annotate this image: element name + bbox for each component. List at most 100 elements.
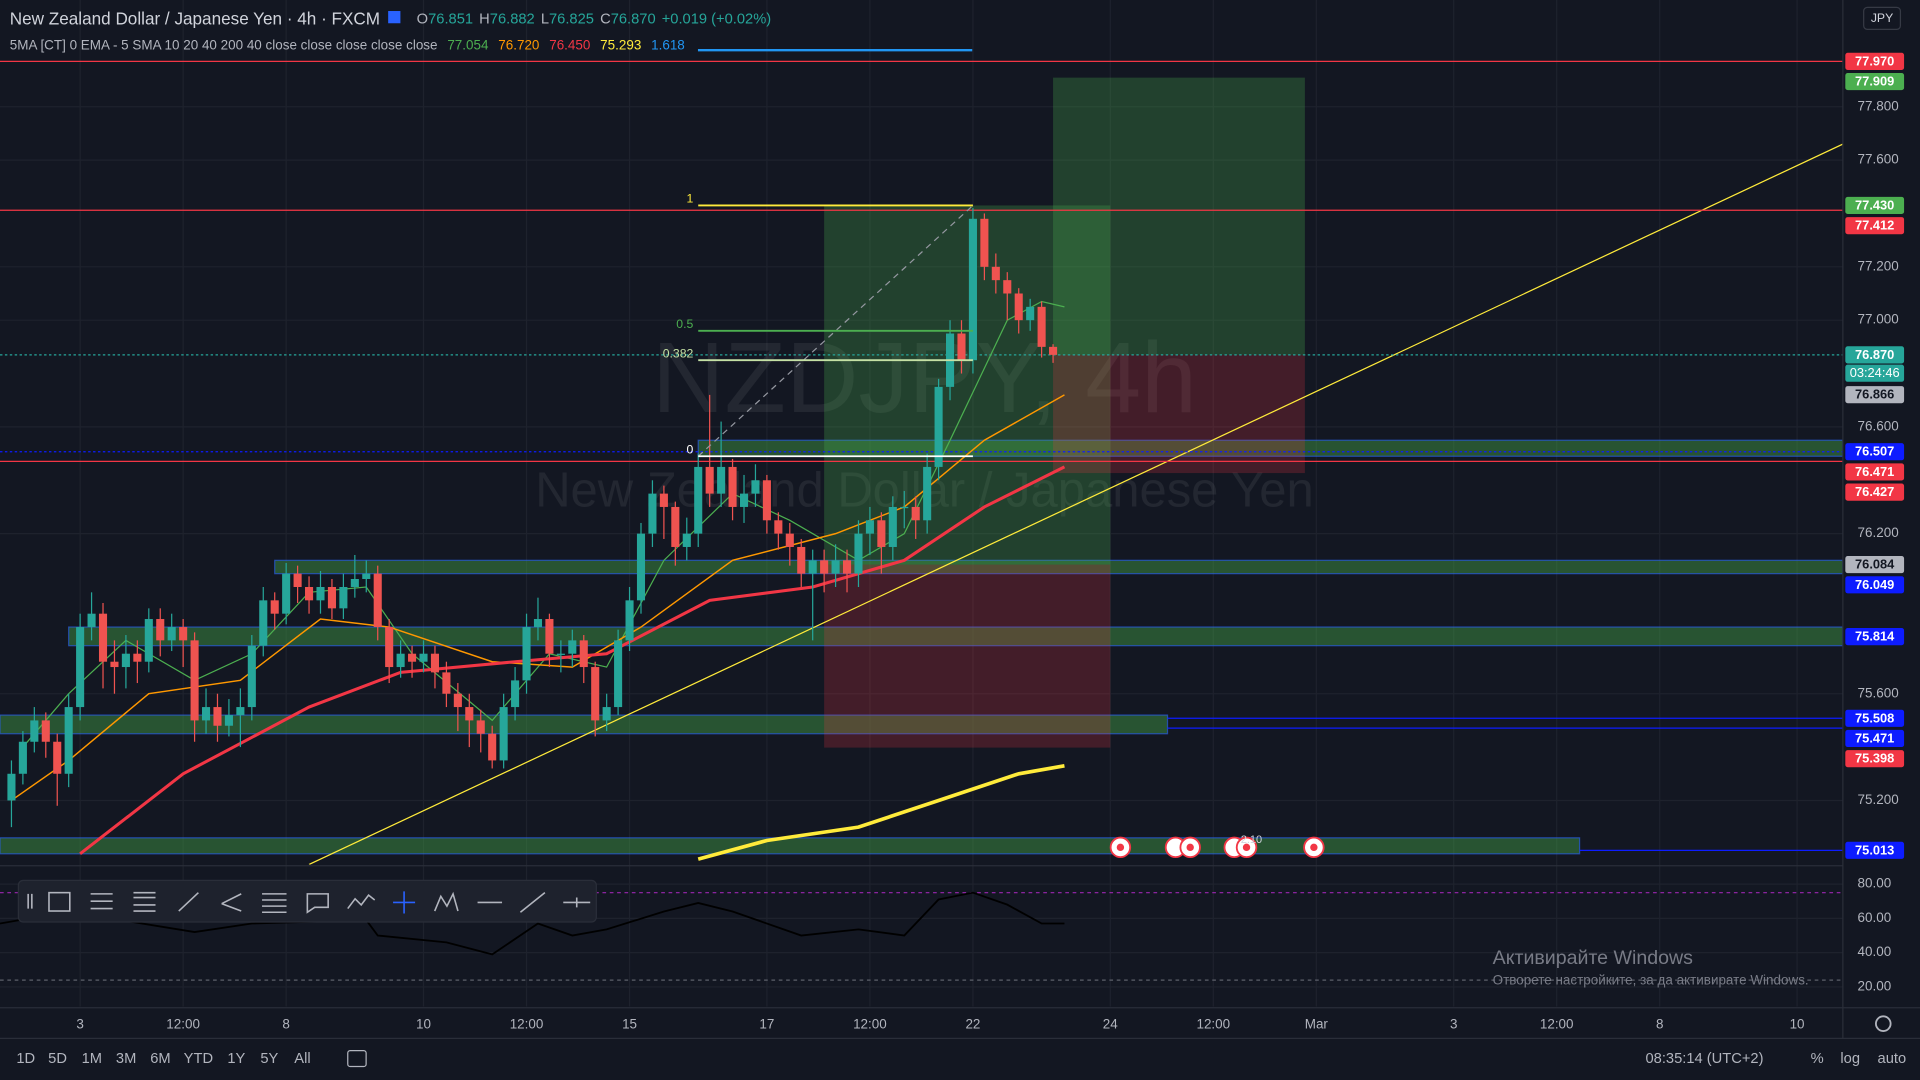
- range-button[interactable]: 3M: [116, 1051, 136, 1067]
- price-tag-label: 76.471: [1855, 464, 1894, 479]
- candle-body: [362, 573, 371, 579]
- candle-body: [579, 640, 588, 668]
- candle-body: [854, 533, 863, 574]
- fib-trend: [697, 204, 974, 457]
- tool-path[interactable]: [347, 893, 376, 910]
- trendline: [308, 143, 1843, 865]
- price-tag: [1845, 217, 1905, 235]
- y-tick-label: 75.200: [1858, 792, 1899, 807]
- range-button[interactable]: YTD: [184, 1051, 213, 1067]
- candle-body: [385, 627, 394, 668]
- support-zone: [0, 837, 1581, 855]
- candle-body: [614, 640, 623, 708]
- candle-body: [648, 493, 657, 534]
- range-button[interactable]: All: [294, 1051, 310, 1067]
- flag-icon[interactable]: [388, 11, 401, 24]
- range-button[interactable]: 1Y: [227, 1051, 245, 1067]
- candle-body: [41, 720, 50, 742]
- x-tick-label: Mar: [1305, 1016, 1329, 1031]
- candle-body: [408, 653, 417, 662]
- x-tick-label: 10: [1790, 1016, 1805, 1031]
- candle-body: [785, 533, 794, 547]
- x-tick-label: 3: [76, 1016, 83, 1031]
- candle-body: [430, 653, 440, 673]
- ohlc-key: L: [541, 11, 549, 27]
- tool-pattern[interactable]: [433, 891, 459, 912]
- activation-text: Отворете настройките, за да активирате W…: [1493, 972, 1809, 987]
- indicator-value: 75.293: [600, 37, 641, 52]
- currency-label: JPY: [1871, 11, 1893, 25]
- candle-body: [957, 333, 966, 361]
- candle-body: [808, 560, 817, 574]
- tool-crosshair[interactable]: [393, 891, 416, 914]
- candle-body: [1014, 293, 1023, 321]
- price-tag: [1845, 386, 1905, 404]
- candle-body: [717, 466, 726, 494]
- scale-button[interactable]: log: [1840, 1051, 1860, 1067]
- range-button[interactable]: 1M: [82, 1051, 102, 1067]
- price-tag-label: 76.507: [1855, 444, 1894, 459]
- support-zone: [68, 626, 1843, 647]
- tool-levels[interactable]: [133, 891, 156, 912]
- candle-body: [762, 480, 771, 521]
- indicator-value: 76.450: [549, 37, 590, 52]
- candle-body: [728, 466, 737, 507]
- tool-trendline[interactable]: [178, 892, 199, 912]
- price-tag: [1845, 729, 1905, 748]
- y-tick-label: 77.200: [1858, 258, 1899, 273]
- indicator-value: 77.054: [447, 37, 489, 52]
- fib-label: 1: [687, 192, 694, 206]
- candle-body: [453, 693, 462, 708]
- price-tag-label: 75.398: [1855, 751, 1894, 766]
- tool-ray[interactable]: [221, 893, 242, 912]
- settings-button[interactable]: [1875, 1015, 1892, 1032]
- x-tick-label: 12:00: [510, 1016, 544, 1031]
- activation-title: Активирайте Windows: [1493, 947, 1694, 969]
- candle-body: [591, 667, 600, 721]
- candle-body: [1003, 280, 1012, 294]
- scale-button[interactable]: %: [1811, 1051, 1824, 1067]
- candle-body: [133, 653, 142, 662]
- event-count: 2.10: [1241, 834, 1262, 846]
- tool-channel[interactable]: [262, 893, 287, 914]
- price-tag-label: 75.013: [1855, 842, 1894, 857]
- price-tag-label: 77.412: [1855, 218, 1894, 233]
- candle-body: [282, 573, 291, 614]
- symbol-title: New Zealand Dollar / Japanese Yen · 4h ·…: [10, 8, 380, 28]
- candle-body: [259, 600, 268, 646]
- events: 2.10: [1109, 834, 1325, 859]
- tool-fib[interactable]: [90, 893, 113, 910]
- tool-hray[interactable]: [563, 897, 591, 908]
- candle-body: [831, 560, 840, 574]
- candle-body: [224, 715, 233, 726]
- range-button[interactable]: 1D: [16, 1051, 35, 1067]
- candle-body: [213, 707, 222, 726]
- candle-body: [316, 586, 325, 601]
- x-tick-label: 24: [1103, 1016, 1118, 1031]
- candle-body: [545, 619, 554, 654]
- range-button[interactable]: 6M: [150, 1051, 170, 1067]
- event-dot: [1242, 843, 1251, 852]
- range-button[interactable]: 5D: [48, 1051, 67, 1067]
- candle-body: [900, 506, 909, 509]
- candle-body: [991, 266, 1000, 281]
- scale-button[interactable]: auto: [1878, 1051, 1907, 1067]
- candle-body: [327, 586, 336, 609]
- toolbar-grip[interactable]: [27, 893, 33, 909]
- y-tick-label: 77.800: [1858, 98, 1899, 113]
- candle-body: [350, 578, 359, 587]
- header: New Zealand Dollar / Japanese Yen · 4h ·…: [10, 6, 1902, 52]
- range-button[interactable]: 5Y: [260, 1051, 278, 1067]
- candle-body: [705, 466, 714, 494]
- candle-body: [236, 707, 245, 716]
- candle-body: [396, 653, 405, 668]
- tool-extended[interactable]: [519, 892, 546, 913]
- candle-body: [659, 493, 668, 507]
- currency-button[interactable]: [1863, 6, 1902, 30]
- rsi-tick-label: 40.00: [1858, 944, 1892, 959]
- candle-body: [751, 480, 760, 494]
- tool-callout[interactable]: [306, 893, 329, 914]
- date-range-button[interactable]: [347, 1050, 367, 1068]
- indicator-value: 1.618: [651, 37, 685, 52]
- tool-rectangle[interactable]: [48, 891, 71, 912]
